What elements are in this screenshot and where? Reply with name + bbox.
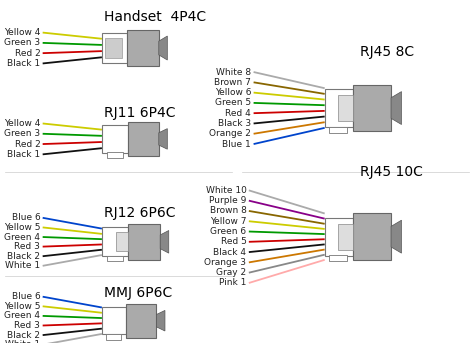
Bar xyxy=(338,224,353,250)
Bar xyxy=(329,255,347,261)
Text: Black 2: Black 2 xyxy=(7,252,40,261)
Bar xyxy=(353,213,391,260)
Text: White 10: White 10 xyxy=(206,186,246,195)
Text: Brown 8: Brown 8 xyxy=(210,206,246,215)
Text: MMJ 6P6C: MMJ 6P6C xyxy=(104,286,173,300)
Text: White 1: White 1 xyxy=(5,261,40,270)
Text: Red 5: Red 5 xyxy=(220,237,246,246)
Text: RJ12 6P6C: RJ12 6P6C xyxy=(104,206,176,220)
Text: Red 3: Red 3 xyxy=(14,242,40,251)
Text: Blue 6: Blue 6 xyxy=(11,213,40,222)
Text: RJ45 8C: RJ45 8C xyxy=(360,45,414,59)
Text: Red 2: Red 2 xyxy=(15,49,40,58)
Bar xyxy=(102,307,126,334)
Bar xyxy=(102,33,127,63)
Text: White 1: White 1 xyxy=(5,340,40,343)
Text: Green 3: Green 3 xyxy=(4,38,40,47)
Text: Green 3: Green 3 xyxy=(4,129,40,138)
Bar xyxy=(329,127,347,133)
Text: Black 3: Black 3 xyxy=(218,119,251,128)
Text: Handset  4P4C: Handset 4P4C xyxy=(104,10,206,24)
Text: White 8: White 8 xyxy=(216,68,251,76)
Text: RJ45 10C: RJ45 10C xyxy=(360,165,423,179)
Text: Yellow 4: Yellow 4 xyxy=(4,119,40,128)
Bar xyxy=(353,85,391,131)
Text: Brown 7: Brown 7 xyxy=(214,78,251,87)
Text: Green 6: Green 6 xyxy=(210,227,246,236)
Polygon shape xyxy=(160,230,169,253)
Text: Orange 2: Orange 2 xyxy=(210,129,251,138)
Bar xyxy=(325,89,353,127)
Bar xyxy=(102,125,128,153)
Bar xyxy=(107,152,123,158)
Polygon shape xyxy=(156,310,165,331)
Text: Green 5: Green 5 xyxy=(215,98,251,107)
Text: Yellow 5: Yellow 5 xyxy=(4,302,40,311)
Polygon shape xyxy=(391,220,401,253)
Bar xyxy=(105,38,122,58)
Text: Black 2: Black 2 xyxy=(7,331,40,340)
Text: Red 4: Red 4 xyxy=(226,109,251,118)
Text: Yellow 4: Yellow 4 xyxy=(4,28,40,37)
Text: Blue 6: Blue 6 xyxy=(11,292,40,301)
Bar xyxy=(106,334,121,340)
Text: Black 1: Black 1 xyxy=(7,59,40,68)
Bar xyxy=(128,122,159,156)
Text: Purple 9: Purple 9 xyxy=(209,196,246,205)
Bar xyxy=(338,95,353,121)
Text: Green 4: Green 4 xyxy=(4,233,40,241)
Text: Yellow 7: Yellow 7 xyxy=(210,217,246,226)
Text: Red 3: Red 3 xyxy=(14,321,40,330)
Polygon shape xyxy=(159,36,167,60)
Text: Yellow 6: Yellow 6 xyxy=(215,88,251,97)
Text: Pink 1: Pink 1 xyxy=(219,279,246,287)
Bar xyxy=(116,232,128,251)
Text: Gray 2: Gray 2 xyxy=(216,268,246,277)
Text: RJ11 6P4C: RJ11 6P4C xyxy=(104,106,176,120)
Text: Orange 3: Orange 3 xyxy=(204,258,246,267)
Bar xyxy=(127,30,159,66)
Bar xyxy=(325,218,353,256)
Bar xyxy=(128,224,160,260)
Text: Red 2: Red 2 xyxy=(15,140,40,149)
Bar xyxy=(102,227,128,256)
Text: Black 1: Black 1 xyxy=(7,150,40,159)
Bar xyxy=(126,304,156,338)
Bar xyxy=(107,256,123,261)
Text: Black 4: Black 4 xyxy=(213,248,246,257)
Polygon shape xyxy=(159,129,167,149)
Text: Blue 1: Blue 1 xyxy=(222,140,251,149)
Text: Yellow 5: Yellow 5 xyxy=(4,223,40,232)
Text: Green 4: Green 4 xyxy=(4,311,40,320)
Polygon shape xyxy=(391,92,401,125)
